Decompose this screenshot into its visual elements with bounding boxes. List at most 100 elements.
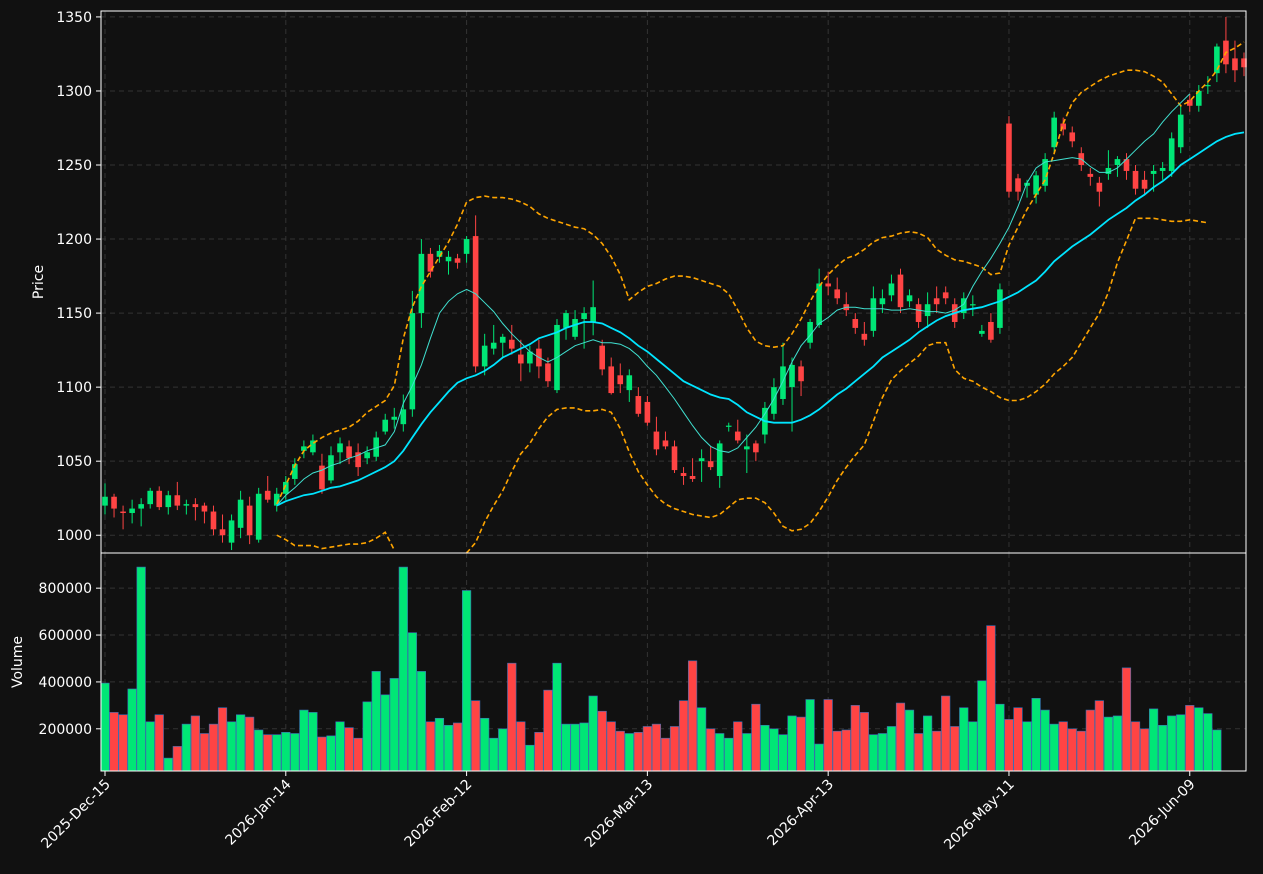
volume-bar (100, 682, 110, 772)
candle-body (1087, 173, 1094, 177)
volume-bar (136, 566, 146, 772)
candle-body (418, 253, 425, 314)
price-tick-label: 1350 (56, 10, 92, 26)
volume-bar (272, 734, 282, 772)
volume-bar (986, 625, 996, 772)
volume-bar (742, 733, 752, 772)
candle-body (364, 452, 370, 459)
candle-body (1205, 85, 1211, 87)
candle-body (608, 366, 615, 394)
volume-bar (525, 744, 535, 772)
volume-bar (968, 721, 978, 772)
volume-bar (1040, 709, 1050, 772)
lower-band-line (465, 217, 1208, 554)
candle-body (255, 493, 262, 540)
volume-bar (1149, 708, 1159, 772)
long-moving-average-line (276, 131, 1245, 507)
volume-bar (516, 721, 526, 772)
candle-body (490, 342, 497, 349)
volume-bar (299, 709, 309, 772)
volume-bar (1194, 707, 1204, 772)
volume-bar (534, 732, 544, 772)
volume-bar (480, 717, 490, 772)
candle-body (979, 330, 985, 334)
candle-body (698, 458, 705, 462)
volume-bar (1076, 730, 1086, 772)
short-moving-average-line (276, 93, 1191, 506)
volume-bar (181, 723, 191, 772)
volume-bar (1004, 719, 1014, 772)
candle-body (680, 473, 687, 476)
price-tick-label: 1100 (56, 380, 92, 396)
candle-body (373, 437, 379, 457)
candle-body (599, 345, 605, 370)
volume-bar (416, 671, 426, 772)
candle-body (319, 465, 325, 490)
candle-body (1024, 182, 1030, 186)
candle-body (183, 504, 190, 506)
volume-bar (923, 715, 933, 772)
volume-bar (172, 746, 182, 772)
candle-body (1150, 170, 1157, 174)
volume-bar (353, 737, 363, 772)
volume-bar (308, 712, 318, 772)
candle-body (264, 490, 271, 500)
candle-body (870, 298, 877, 331)
volume-bar (606, 721, 616, 772)
volume-bar (317, 736, 327, 772)
volume-bar (823, 699, 833, 772)
candle-body (382, 419, 389, 432)
candle-body (518, 354, 524, 364)
candle-body (997, 289, 1003, 328)
volume-bar (687, 660, 698, 772)
volume-bars (100, 566, 1222, 772)
price-tick-label: 1200 (56, 232, 92, 248)
candle-body (1051, 117, 1057, 148)
candle-body (328, 455, 334, 481)
candle-body (1232, 58, 1238, 71)
volume-bar (236, 714, 246, 772)
candle-body (355, 452, 361, 468)
candle-body (789, 364, 795, 388)
volume-bar (254, 729, 264, 772)
candle-body (228, 520, 235, 543)
volume-bar (1167, 715, 1177, 772)
volume-bar (461, 590, 472, 772)
volume-bar (434, 717, 445, 772)
volume-bar (127, 688, 137, 772)
volume-bar (787, 715, 797, 772)
volume-bar (977, 680, 987, 772)
candle-body (581, 313, 587, 320)
volume-bar (877, 733, 888, 772)
volume-bar (471, 700, 481, 772)
candle-body (861, 333, 868, 340)
volume-bar (489, 737, 499, 772)
candle-body (1060, 123, 1067, 130)
candle-body (1114, 159, 1121, 166)
volume-bar (326, 735, 336, 772)
volume-bar (724, 737, 734, 772)
candle-body (988, 321, 994, 340)
volume-bar (615, 730, 625, 772)
volume-bar (642, 726, 652, 772)
volume-bar (1058, 721, 1068, 772)
candle-body (644, 401, 651, 423)
candle-body (753, 443, 759, 453)
candle-body (1105, 167, 1112, 174)
candle-body (454, 258, 461, 263)
candle-body (689, 475, 696, 479)
volume-bar (245, 716, 255, 772)
volume-bar (850, 705, 860, 772)
volume-bar (552, 662, 562, 772)
volume-bar (1203, 713, 1213, 772)
candle-body (337, 443, 343, 453)
volume-bar (425, 721, 436, 772)
volume-bar (163, 757, 173, 772)
volume-bar (1185, 705, 1195, 772)
candle-body (888, 283, 895, 296)
candle-body (572, 319, 578, 337)
candle-body (1214, 46, 1220, 74)
volume-bar (832, 730, 842, 772)
candle-body (1186, 99, 1193, 106)
